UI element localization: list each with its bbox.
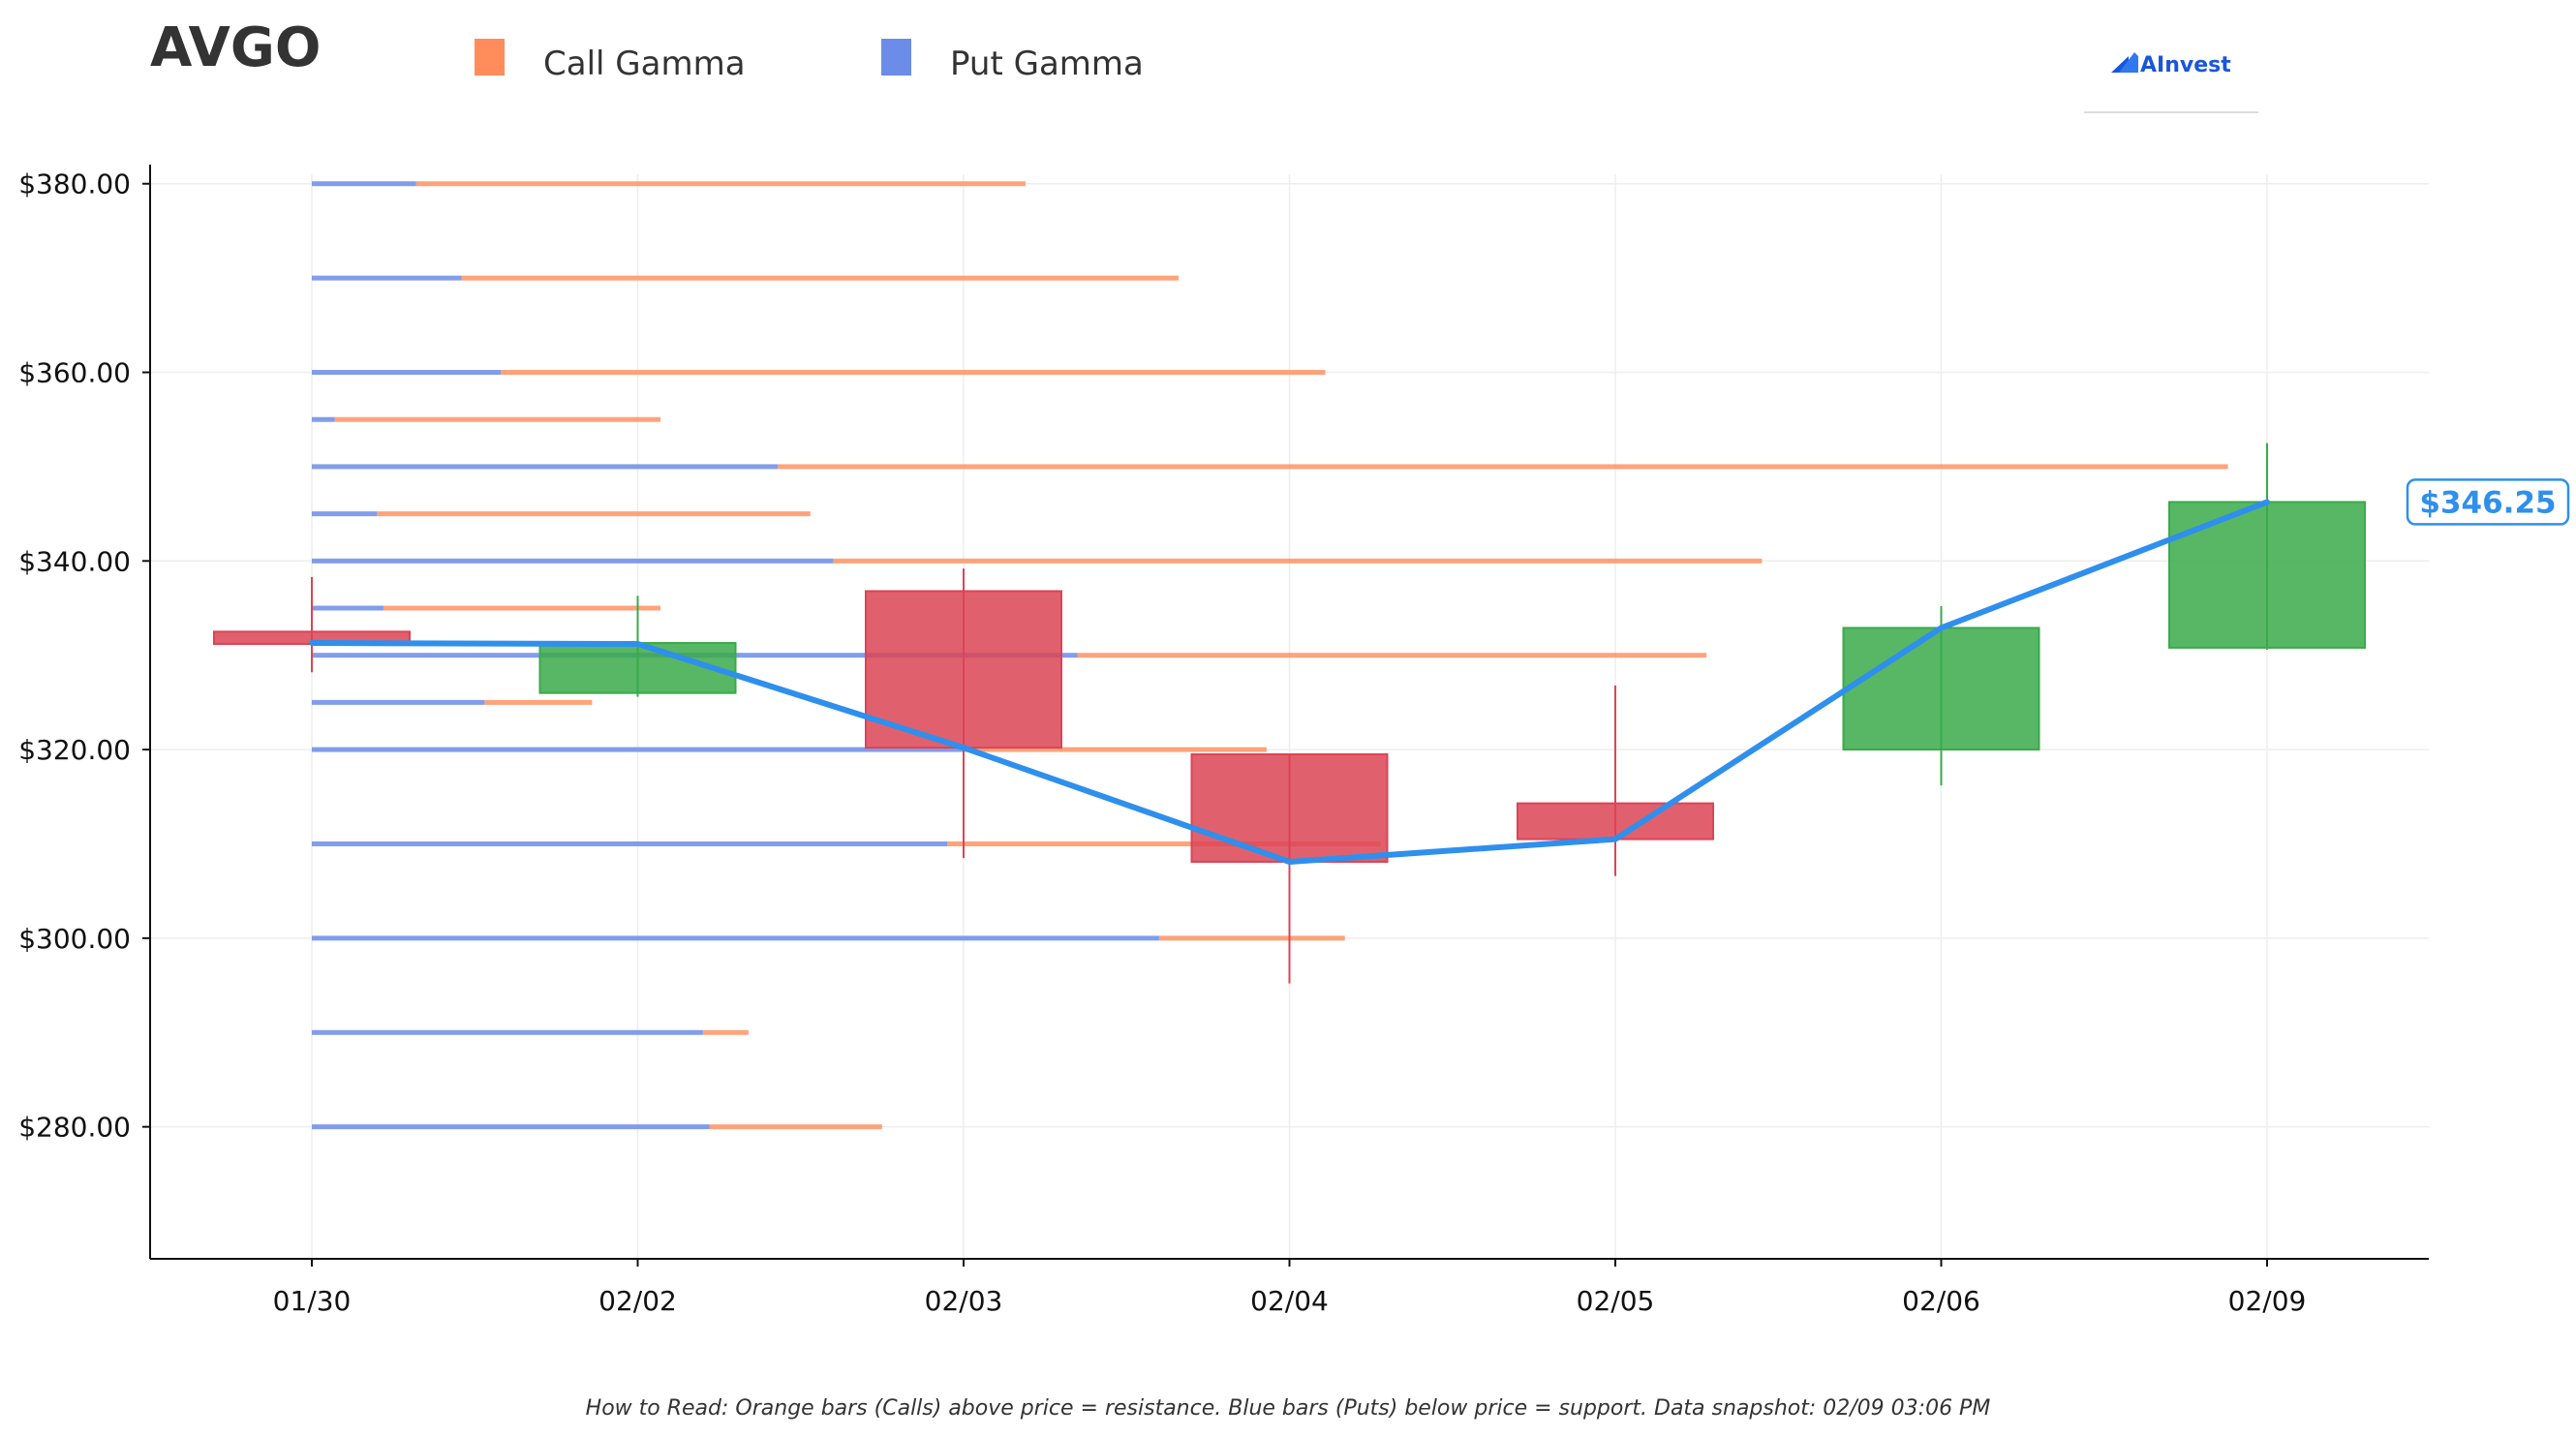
put-gamma-bar xyxy=(312,181,416,187)
x-tick-label: 01/30 xyxy=(273,1285,352,1317)
put-gamma-bar xyxy=(312,1029,703,1035)
y-tick-label: $340.00 xyxy=(18,545,131,577)
put-gamma-bar xyxy=(312,416,335,422)
call-gamma-bar xyxy=(947,841,1381,846)
candle-body xyxy=(1842,627,2040,751)
call-gamma-bar xyxy=(1077,653,1707,658)
x-tick-label: 02/02 xyxy=(598,1285,677,1317)
y-tick-label: $300.00 xyxy=(18,923,131,955)
call-gamma-bar xyxy=(709,1124,882,1130)
gamma-bars xyxy=(312,181,2228,1130)
call-gamma-bar xyxy=(778,464,2228,470)
grid xyxy=(150,174,2429,1259)
call-gamma-bar xyxy=(1158,935,1345,941)
candle-body xyxy=(865,590,1062,749)
call-gamma-bar xyxy=(334,416,661,422)
y-tick-label: $380.00 xyxy=(18,168,131,200)
candle-body xyxy=(1190,752,1389,863)
x-tick-label: 02/09 xyxy=(2228,1285,2307,1317)
call-gamma-bar xyxy=(415,181,1026,187)
put-gamma-legend-label: Put Gamma xyxy=(950,45,1144,83)
x-tick-label: 02/06 xyxy=(1902,1285,1980,1317)
price-line-layer xyxy=(309,499,2270,865)
last-price-text: $346.25 xyxy=(2419,485,2556,520)
call-gamma-bar xyxy=(383,605,661,611)
ticker-title: AVGO xyxy=(150,16,321,79)
call-gamma-bar xyxy=(377,511,811,517)
call-gamma-bar xyxy=(501,370,1326,376)
call-gamma-legend-swatch xyxy=(475,39,505,76)
put-gamma-bar xyxy=(312,699,485,705)
ainvest-logo-icon xyxy=(2111,52,2138,73)
call-gamma-bar xyxy=(461,275,1180,281)
brand-label: AInvest xyxy=(2140,53,2231,77)
y-tick-label: $320.00 xyxy=(18,734,131,766)
put-gamma-legend-swatch xyxy=(881,39,911,76)
candles xyxy=(213,443,2366,984)
brand-logo: AInvest xyxy=(2084,52,2258,113)
call-gamma-bar xyxy=(833,558,1763,564)
put-gamma-bar xyxy=(312,558,834,564)
x-tick-label: 02/05 xyxy=(1577,1285,1655,1317)
legend: Call Gamma Put Gamma xyxy=(475,39,1144,83)
x-tick-label: 02/04 xyxy=(1250,1285,1329,1317)
put-gamma-bar xyxy=(312,841,948,846)
call-gamma-legend-label: Call Gamma xyxy=(543,45,746,83)
put-gamma-bar xyxy=(312,464,779,470)
candle-body xyxy=(2168,501,2366,649)
y-tick-label: $360.00 xyxy=(18,357,131,389)
put-gamma-bar xyxy=(312,935,1159,941)
candle-body xyxy=(1517,802,1714,841)
put-gamma-bar xyxy=(312,370,502,376)
put-gamma-bar xyxy=(312,1124,710,1130)
y-tick-label: $280.00 xyxy=(18,1112,131,1144)
how-to-read-note: How to Read: Orange bars (Calls) above p… xyxy=(585,1396,1991,1421)
call-gamma-bar xyxy=(702,1029,749,1035)
put-gamma-bar xyxy=(312,275,462,281)
tick-labels: $280.00 $300.00 $320.00 $340.00 $360.00 $380.… xyxy=(18,168,2306,1317)
put-gamma-bar xyxy=(312,747,964,752)
call-gamma-bar xyxy=(484,699,593,705)
price-line xyxy=(309,499,2270,865)
x-tick-label: 02/03 xyxy=(925,1285,1003,1317)
put-gamma-bar xyxy=(312,511,378,517)
last-price-box xyxy=(2406,478,2570,526)
put-gamma-bar xyxy=(312,605,384,611)
candle-body xyxy=(538,642,737,694)
call-gamma-bar xyxy=(964,747,1267,752)
last-price-label: $346.25 xyxy=(2406,478,2570,526)
